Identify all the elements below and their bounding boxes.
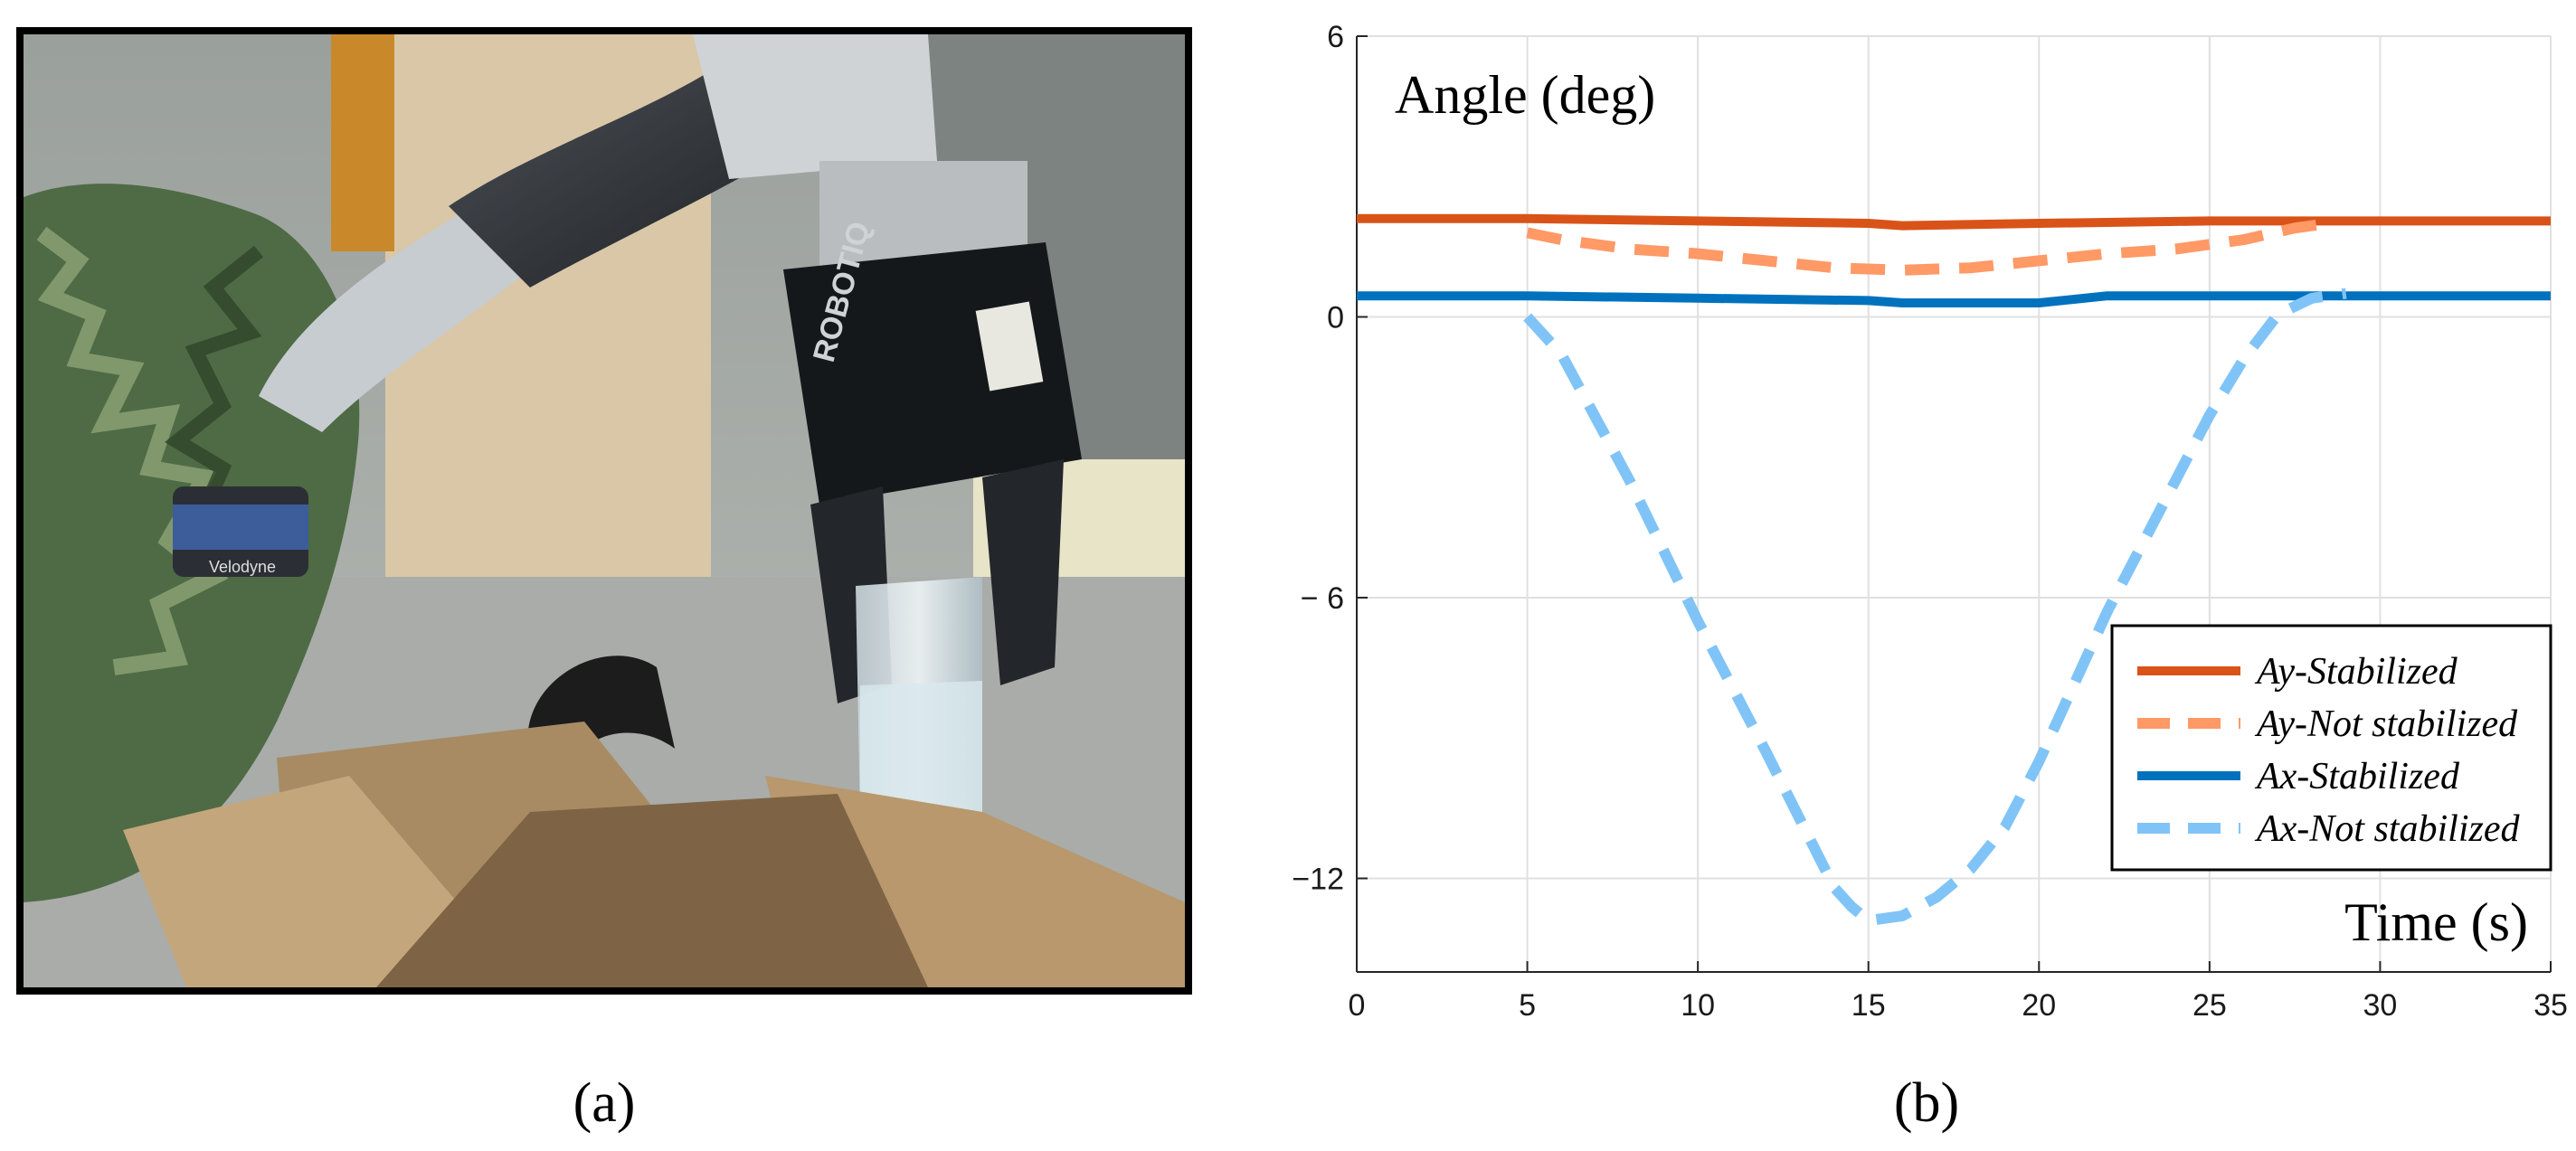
legend-label-3: Ax-Not stabilized xyxy=(2254,808,2520,850)
y-tick-label: 0 xyxy=(1327,301,1344,335)
x-tick-label: 35 xyxy=(2533,988,2568,1023)
angle-chart-svg: 0 5 10 15 20 25 30 35 6 0 − 6 −12 Angle (deg) Time (s… xyxy=(1292,20,2568,1023)
x-tick-label: 30 xyxy=(2363,988,2398,1023)
x-tick-label: 20 xyxy=(2022,988,2056,1023)
series-line-3 xyxy=(1523,288,2347,927)
legend-label-1: Ay-Not stabilized xyxy=(2254,703,2518,745)
y-axis-title: Angle (deg) xyxy=(1395,65,1655,125)
robot-photo-illustration: Velodyne ROBOTIQ xyxy=(24,34,1185,987)
series-line-1 xyxy=(1526,218,2330,276)
series-line-0 xyxy=(1357,213,2551,231)
arm-wrist xyxy=(693,34,937,179)
x-axis-title: Time (s) xyxy=(2344,892,2528,952)
cabinet-edge xyxy=(331,34,394,251)
gripper-finger-right xyxy=(982,459,1064,685)
legend-label-2: Ax-Stabilized xyxy=(2254,756,2460,797)
caption-a: (a) xyxy=(514,1071,695,1136)
legend-label-0: Ay-Stabilized xyxy=(2254,651,2458,693)
arm-elbow xyxy=(259,215,530,432)
caption-b-text: (b) xyxy=(1893,1072,1960,1134)
robot-photo: Velodyne ROBOTIQ xyxy=(16,27,1192,995)
caption-a-text: (a) xyxy=(573,1072,636,1134)
angle-chart: 0 5 10 15 20 25 30 35 6 0 − 6 −12 Angle (deg) Time (s… xyxy=(1248,0,2576,1058)
series-line-2 xyxy=(1357,291,2551,307)
x-tick-label: 25 xyxy=(2192,988,2227,1023)
x-tick-label: 15 xyxy=(1852,988,1886,1023)
y-tick-label: 6 xyxy=(1327,20,1344,54)
x-tick-label: 0 xyxy=(1349,988,1366,1023)
y-tick-label: −12 xyxy=(1292,863,1344,897)
arm-forearm xyxy=(449,71,801,288)
box-interior xyxy=(376,794,928,987)
y-tick-label: − 6 xyxy=(1301,581,1344,616)
x-tick-label: 10 xyxy=(1681,988,1715,1023)
lidar-brand-text: Velodyne xyxy=(209,558,276,576)
caption-b: (b) xyxy=(1836,1071,2017,1136)
x-tick-label: 5 xyxy=(1519,988,1536,1023)
